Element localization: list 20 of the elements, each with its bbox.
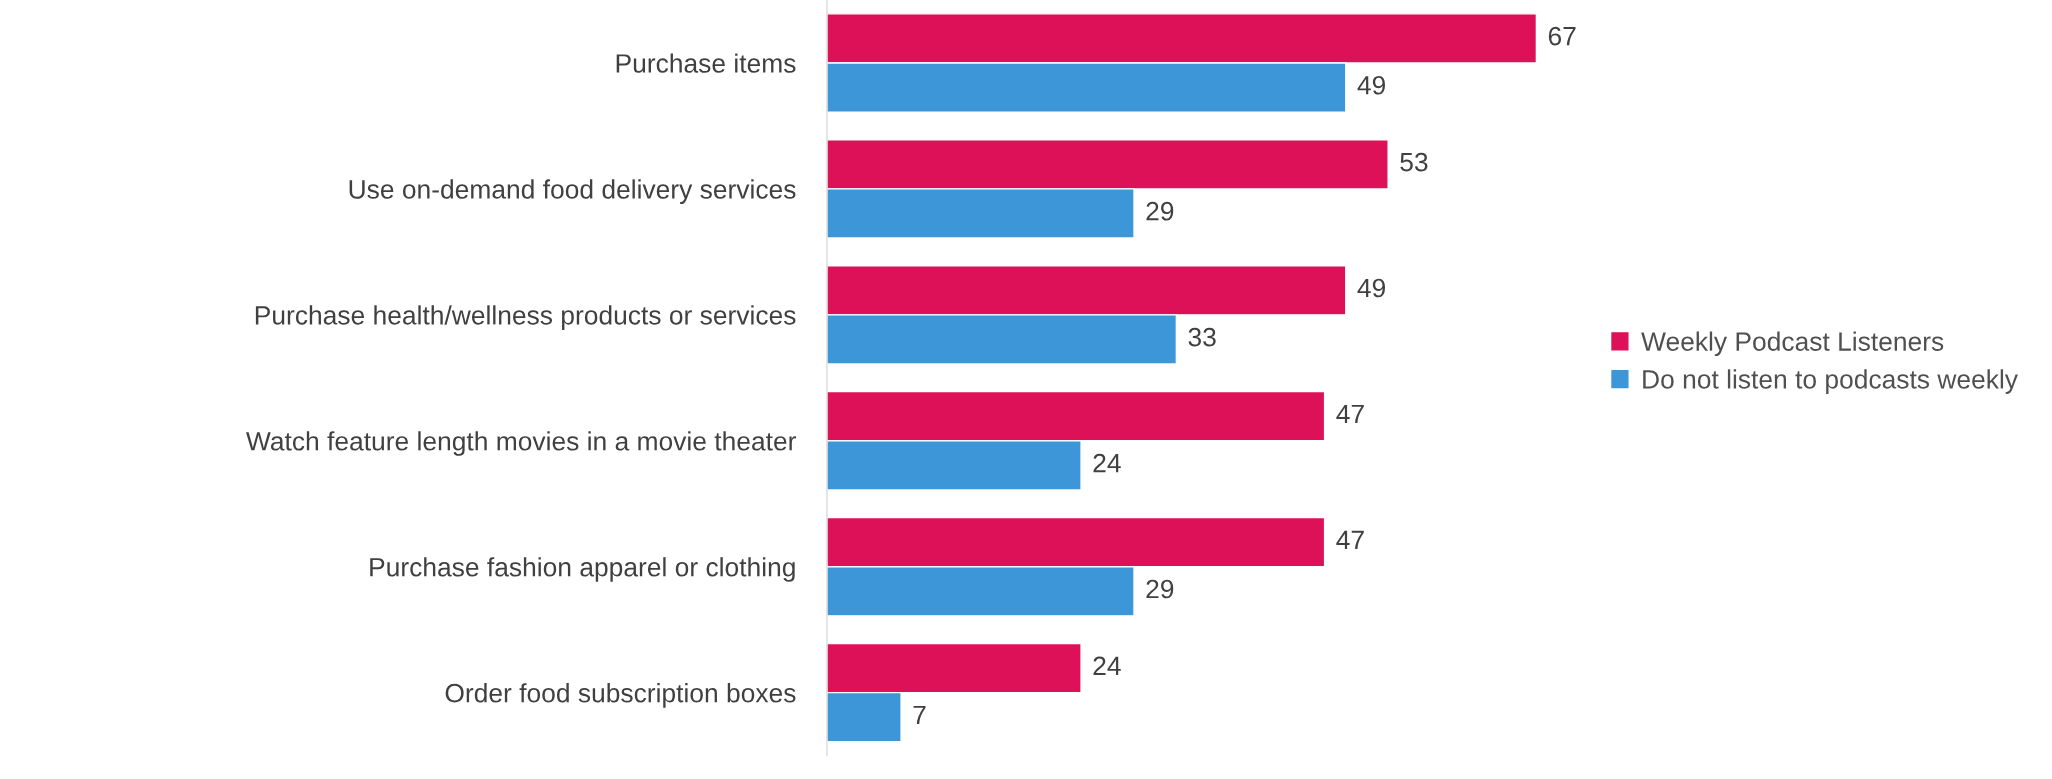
data-label: 49 (1357, 75, 1386, 95)
y-tick-label: Order food subscription boxes (445, 683, 796, 708)
legend-label: Weekly Podcast Listeners (1641, 331, 1944, 357)
y-tick-label: Purchase items (616, 53, 796, 73)
data-label: 49 (1357, 278, 1386, 298)
legend-label: Do not listen to podcasts weekly (1643, 369, 2018, 394)
data-label: 47 (1336, 404, 1364, 424)
y-tick-label: Purchase health/wellness products or services (255, 305, 796, 330)
data-label: 7 (913, 705, 926, 725)
data-label: 47 (1336, 530, 1364, 549)
y-tick-label: Use on-demand food delivery services (349, 179, 796, 204)
y-tick-label: Watch feature length movies in a movie theater (246, 431, 796, 456)
data-label: 24 (1093, 453, 1121, 473)
data-label: 53 (1400, 152, 1428, 172)
data-label: 33 (1188, 327, 1216, 347)
y-tick-label: Purchase fashion apparel or clothing (370, 557, 795, 582)
data-label: 24 (1093, 656, 1121, 675)
data-label: 67 (1548, 26, 1576, 46)
data-label: 29 (1146, 201, 1174, 221)
data-label: 29 (1146, 579, 1174, 599)
